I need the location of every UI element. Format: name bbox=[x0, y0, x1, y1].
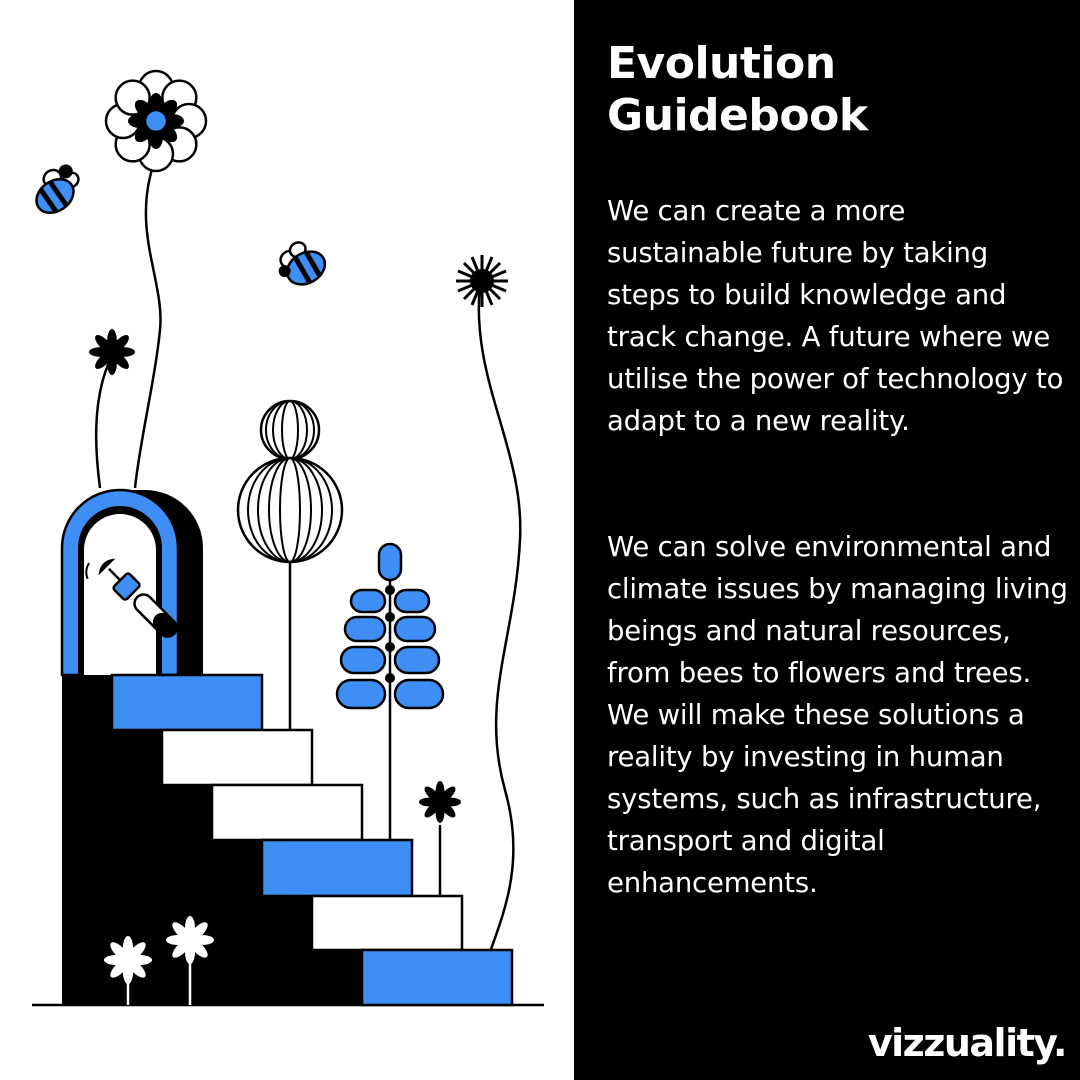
bee-icon bbox=[35, 164, 80, 215]
intro-paragraph: We can create a more sustainable future … bbox=[607, 195, 1064, 437]
lavender-icon bbox=[335, 542, 445, 710]
bee-icon bbox=[278, 241, 327, 286]
illustration bbox=[32, 69, 544, 1007]
text-panel: Evolution Guidebook We can create a more… bbox=[574, 0, 1080, 1080]
solutions-paragraph: We can solve environmental and climate i… bbox=[607, 531, 1068, 899]
illustration-panel bbox=[32, 69, 544, 1007]
staircase-icon bbox=[110, 673, 514, 1007]
brand-logo: vizzuality. bbox=[867, 1021, 1068, 1065]
archway-icon bbox=[60, 488, 203, 677]
flower-stems bbox=[94, 159, 522, 953]
flower-icon bbox=[104, 69, 208, 173]
page-title: Evolution Guidebook bbox=[607, 38, 868, 141]
white-flower-icon bbox=[104, 916, 214, 1005]
tree-icon bbox=[236, 399, 344, 564]
flower-icon bbox=[419, 781, 461, 823]
flower-icon bbox=[89, 329, 135, 375]
satellite-icon bbox=[78, 558, 178, 638]
dandelion-icon bbox=[456, 255, 508, 307]
